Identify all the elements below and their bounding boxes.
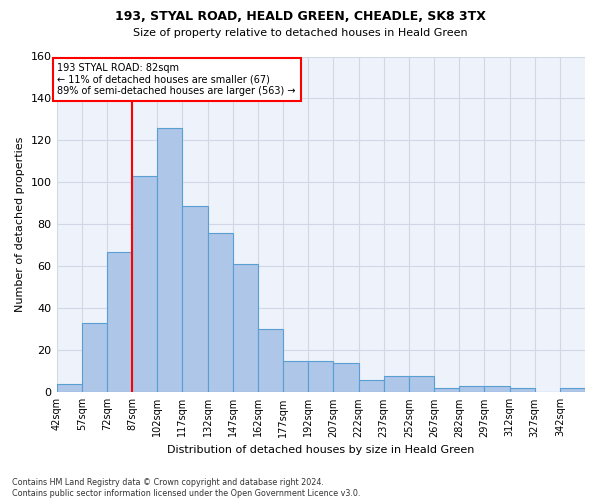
Bar <box>258 330 283 392</box>
Text: Size of property relative to detached houses in Heald Green: Size of property relative to detached ho… <box>133 28 467 38</box>
Bar <box>334 363 359 392</box>
Bar <box>132 176 157 392</box>
Bar <box>157 128 182 392</box>
Bar <box>359 380 383 392</box>
Bar <box>560 388 585 392</box>
Text: 193, STYAL ROAD, HEALD GREEN, CHEADLE, SK8 3TX: 193, STYAL ROAD, HEALD GREEN, CHEADLE, S… <box>115 10 485 23</box>
Bar <box>308 361 334 392</box>
Bar <box>459 386 484 392</box>
Text: 193 STYAL ROAD: 82sqm
← 11% of detached houses are smaller (67)
89% of semi-deta: 193 STYAL ROAD: 82sqm ← 11% of detached … <box>58 63 296 96</box>
Bar <box>107 252 132 392</box>
Bar <box>484 386 509 392</box>
Bar <box>383 376 409 392</box>
Bar <box>409 376 434 392</box>
Bar <box>509 388 535 392</box>
Bar <box>82 323 107 392</box>
Bar <box>434 388 459 392</box>
Bar <box>233 264 258 392</box>
Bar <box>56 384 82 392</box>
Text: Contains HM Land Registry data © Crown copyright and database right 2024.
Contai: Contains HM Land Registry data © Crown c… <box>12 478 361 498</box>
X-axis label: Distribution of detached houses by size in Heald Green: Distribution of detached houses by size … <box>167 445 475 455</box>
Y-axis label: Number of detached properties: Number of detached properties <box>15 136 25 312</box>
Bar <box>283 361 308 392</box>
Bar <box>182 206 208 392</box>
Bar <box>208 233 233 392</box>
